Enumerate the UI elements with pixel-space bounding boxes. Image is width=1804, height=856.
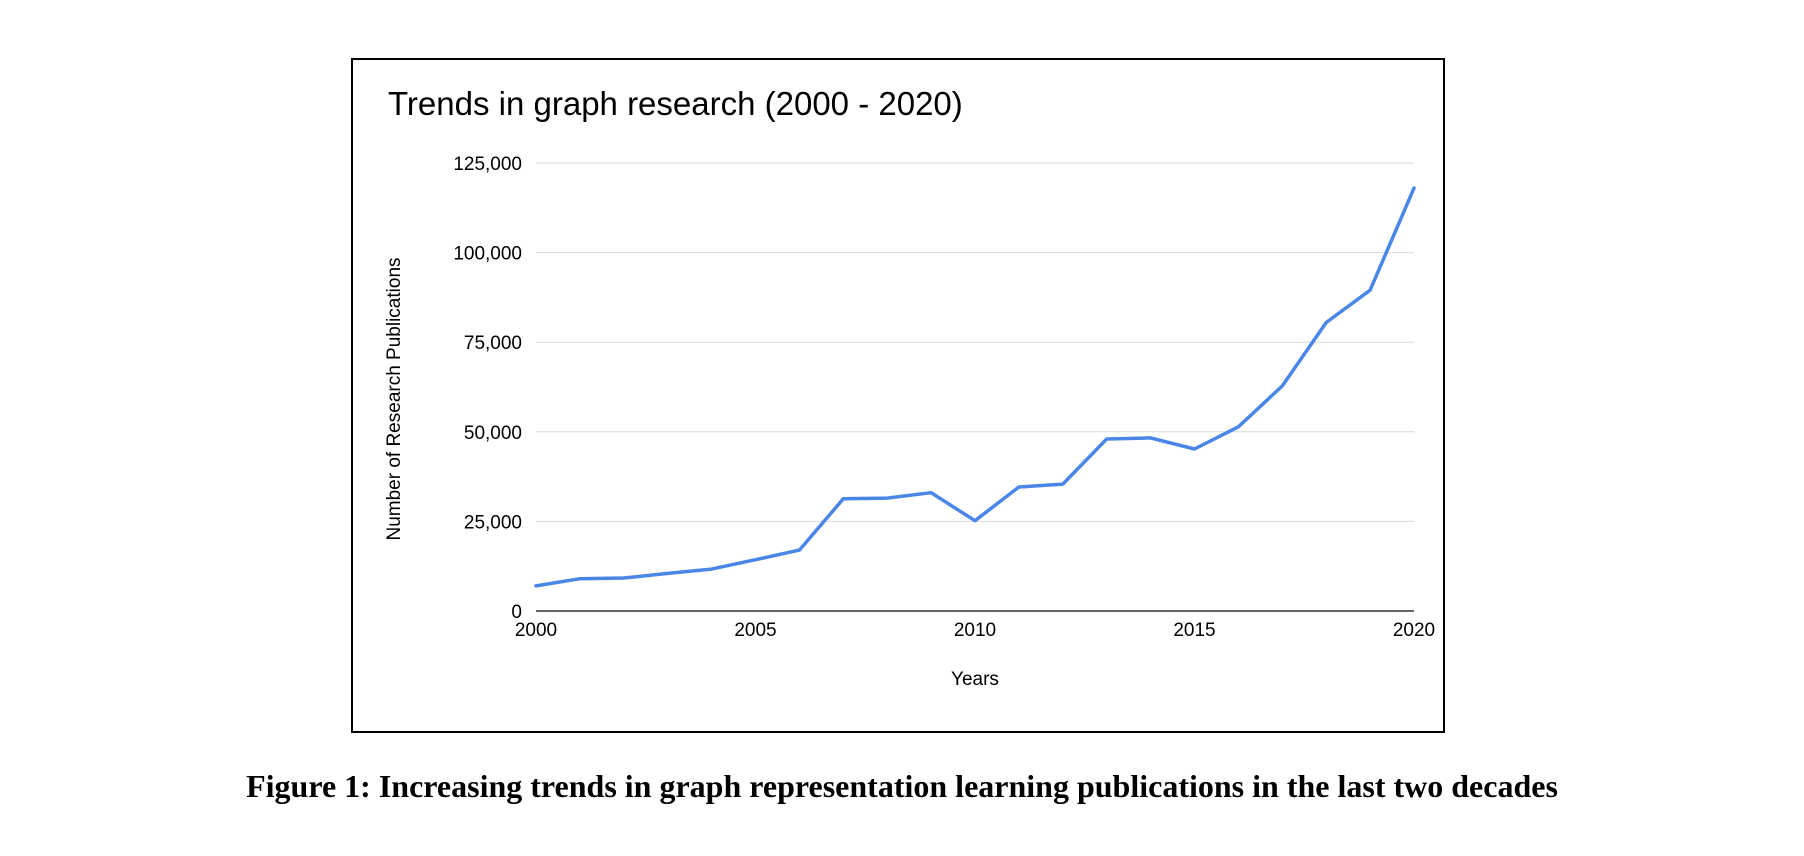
data-point [885,496,889,500]
x-tick-label: 2015 [1173,620,1215,641]
y-tick-label: 0 [511,602,522,623]
x-tick-label: 2005 [734,620,776,641]
data-point [1368,288,1372,292]
data-point [929,491,933,495]
data-point [1017,485,1021,489]
data-point [754,558,757,562]
x-tick-labels: 2000 2005 2010 2015 2020 [515,620,1435,641]
y-tick-labels: 0 25,000 50,000 75,000 100,000 125,000 [453,154,522,623]
data-point [973,519,977,523]
chart-frame: Trends in graph research (2000 - 2020) 0… [351,58,1445,733]
data-point [622,576,626,580]
data-point [1412,186,1416,190]
data-point [710,567,714,571]
y-tick-label: 100,000 [453,244,522,265]
line-chart: Trends in graph research (2000 - 2020) 0… [384,85,1435,690]
x-tick-label: 2010 [954,620,996,641]
data-point [666,571,670,575]
y-tick-label: 75,000 [464,333,522,354]
data-point [1236,425,1240,429]
data-point [1324,320,1328,324]
data-point [534,584,538,588]
data-point [797,548,801,552]
series-layer [534,186,1416,588]
chart-title: Trends in graph research (2000 - 2020) [388,85,963,122]
x-tick-label: 2000 [515,620,557,641]
y-tick-label: 25,000 [464,512,522,533]
data-point [1105,437,1109,441]
y-axis-label: Number of Research Publications [384,257,405,540]
x-tick-label: 2020 [1393,620,1435,641]
figure-caption: Figure 1: Increasing trends in graph rep… [246,768,1558,804]
data-point [1280,384,1284,388]
data-point [1193,447,1196,451]
y-tick-label: 50,000 [464,423,522,444]
x-axis-label: Years [951,669,999,690]
data-point [841,497,845,501]
gridlines [536,162,1414,522]
data-point [1149,436,1153,440]
data-point [578,577,582,581]
data-point [1061,482,1065,486]
y-tick-label: 125,000 [453,154,522,175]
